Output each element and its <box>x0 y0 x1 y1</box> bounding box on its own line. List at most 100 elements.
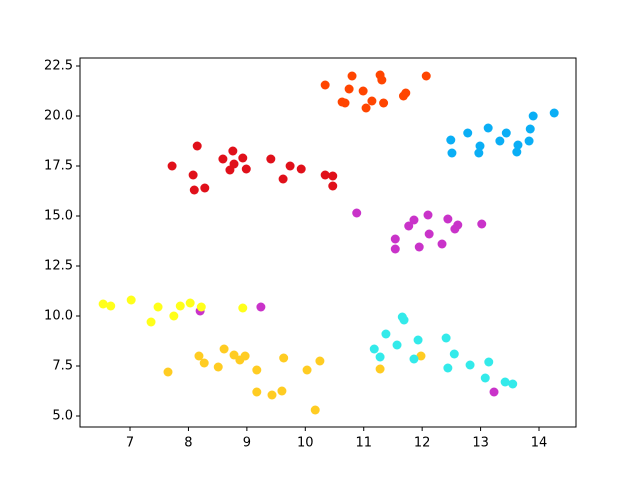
y-tick-label: 10.0 <box>44 309 73 324</box>
point <box>228 146 238 156</box>
point <box>474 148 484 158</box>
point <box>315 356 325 366</box>
point <box>413 335 423 345</box>
point <box>218 154 228 164</box>
point <box>278 174 288 184</box>
point <box>392 340 402 350</box>
plot-frame <box>79 57 577 428</box>
point <box>409 354 419 364</box>
y-tick-label: 20.0 <box>44 109 73 124</box>
x-tick-label: 13 <box>472 436 489 451</box>
point <box>495 136 505 146</box>
y-tick-label: 15.0 <box>44 209 73 224</box>
point <box>483 123 493 133</box>
point <box>328 181 338 191</box>
point <box>404 221 414 231</box>
point <box>256 302 266 312</box>
point <box>423 210 433 220</box>
point <box>443 363 453 373</box>
point <box>528 111 538 121</box>
point <box>549 108 559 118</box>
point <box>449 349 459 359</box>
point <box>369 344 379 354</box>
x-tick-label: 14 <box>531 436 548 451</box>
point <box>185 298 195 308</box>
point <box>381 329 391 339</box>
point <box>367 96 377 106</box>
point <box>302 365 312 375</box>
x-tick-label: 10 <box>297 436 314 451</box>
point <box>266 154 276 164</box>
point <box>465 360 475 370</box>
point <box>240 351 250 361</box>
point <box>320 80 330 90</box>
point <box>399 315 409 325</box>
point <box>414 242 424 252</box>
point <box>377 75 387 85</box>
point <box>199 358 209 368</box>
point <box>501 128 511 138</box>
point <box>238 153 248 163</box>
point <box>241 164 251 174</box>
point <box>437 239 447 249</box>
point <box>480 373 490 383</box>
x-tick-label: 7 <box>126 436 134 451</box>
x-tick-label: 9 <box>243 436 251 451</box>
point <box>484 357 494 367</box>
point <box>463 128 473 138</box>
point <box>167 161 177 171</box>
point <box>524 136 534 146</box>
y-tick-label: 12.5 <box>44 259 73 274</box>
point <box>146 317 156 327</box>
point <box>175 301 185 311</box>
point <box>296 164 306 174</box>
point <box>401 88 411 98</box>
point <box>213 362 223 372</box>
point <box>390 234 400 244</box>
point <box>225 165 235 175</box>
point <box>390 244 400 254</box>
point <box>169 311 179 321</box>
point <box>375 364 385 374</box>
point <box>163 367 173 377</box>
point <box>340 98 350 108</box>
point <box>192 141 202 151</box>
point <box>194 351 204 361</box>
point <box>347 71 357 81</box>
point <box>446 135 456 145</box>
point <box>200 183 210 193</box>
point <box>238 303 248 313</box>
point <box>379 98 389 108</box>
point <box>447 148 457 158</box>
point <box>277 386 287 396</box>
x-tick-label: 8 <box>184 436 192 451</box>
point <box>352 208 362 218</box>
point <box>409 215 419 225</box>
point <box>358 86 368 96</box>
point <box>252 387 262 397</box>
point <box>525 124 535 134</box>
point <box>500 377 510 387</box>
point <box>229 350 239 360</box>
point <box>508 379 518 389</box>
point <box>361 103 371 113</box>
point <box>443 214 453 224</box>
point <box>219 344 229 354</box>
y-tick-label: 7.5 <box>52 359 73 374</box>
y-tick-label: 5.0 <box>52 409 73 424</box>
point <box>424 229 434 239</box>
point <box>421 71 431 81</box>
point <box>153 302 163 312</box>
point <box>98 299 108 309</box>
point <box>489 387 499 397</box>
point <box>475 141 485 151</box>
point <box>310 405 320 415</box>
point <box>279 353 289 363</box>
y-tick-label: 22.5 <box>44 59 73 74</box>
point <box>344 84 354 94</box>
point <box>416 351 426 361</box>
point <box>106 301 116 311</box>
point <box>320 170 330 180</box>
point <box>513 140 523 150</box>
